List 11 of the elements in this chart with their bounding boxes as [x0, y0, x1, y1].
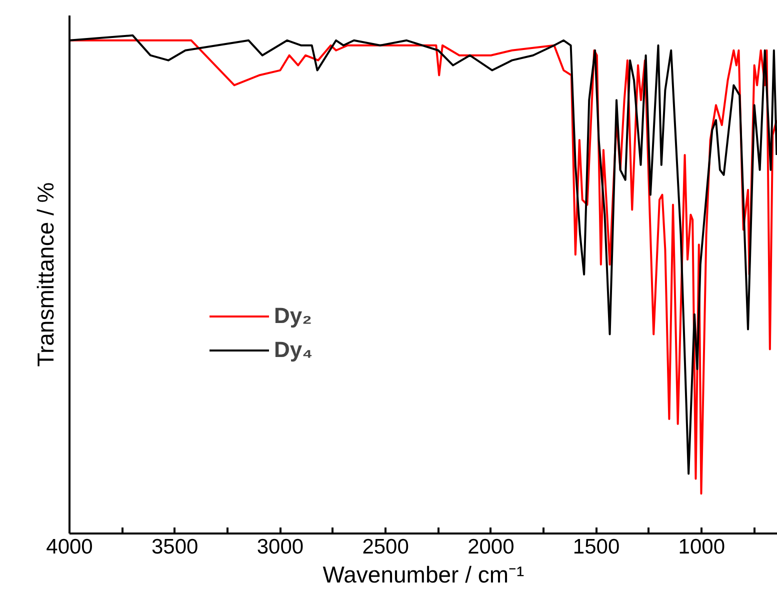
x-tick-label: 3000 — [256, 536, 304, 558]
x-tick-label: 2000 — [468, 536, 514, 558]
y-axis-title: Transmittance / % — [32, 182, 58, 367]
x-tick-label: 2500 — [362, 536, 409, 558]
x-tick-label: 4000 — [46, 536, 93, 558]
x-tick-label: 3500 — [152, 536, 198, 558]
x-tick-label: 1000 — [678, 536, 726, 558]
legend-label: Dy₄ — [274, 337, 313, 363]
x-axis-title: Wavenumber / cm⁻¹ — [322, 562, 525, 588]
legend-label: Dy₂ — [274, 303, 312, 329]
x-tick-label: 1500 — [572, 536, 620, 558]
